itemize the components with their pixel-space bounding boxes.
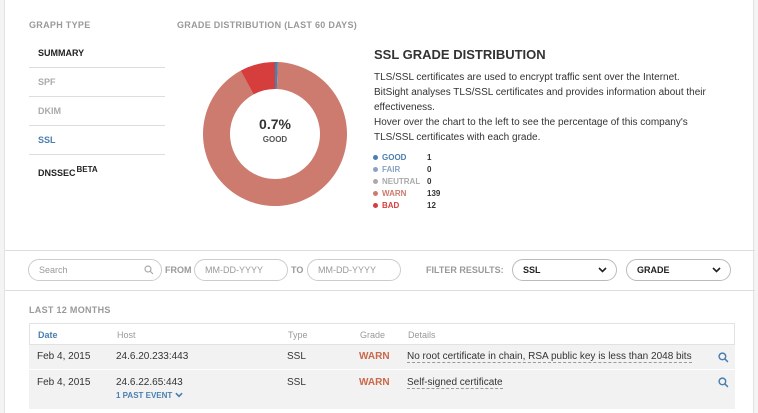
search-icon[interactable] [718, 377, 729, 388]
table-header: Date Host Type Grade Details [29, 323, 735, 345]
to-date-input[interactable]: MM-DD-YYYY [307, 259, 401, 281]
graph-type-dnssec[interactable]: DNSSECBETA [38, 165, 98, 178]
legend-name: NEUTRAL [382, 176, 421, 186]
legend-item-bad: BAD 12 [373, 199, 440, 211]
row-type: SSL [287, 351, 306, 362]
graph-type-label: GRAPH TYPE [29, 20, 91, 30]
from-label: FROM [165, 265, 192, 275]
type-filter-value: SSL [523, 265, 541, 275]
row-host: 24.6.20.233:443 [116, 351, 189, 362]
legend-count: 139 [427, 188, 441, 198]
graph-type-dkim[interactable]: DKIM [29, 97, 165, 126]
legend-item-neutral: NEUTRAL 0 [373, 175, 440, 187]
legend-count: 12 [427, 200, 436, 210]
graph-type-list: SUMMARY SPF DKIM SSL DNSSECBETA [29, 39, 165, 184]
row-grade: WARN [359, 351, 390, 362]
donut-center-label: GOOD [262, 135, 288, 144]
chevron-down-icon [174, 392, 183, 398]
search-icon [144, 265, 154, 275]
graph-type-ssl[interactable]: SSL [29, 126, 165, 155]
search-placeholder: Search [39, 265, 68, 275]
table-row[interactable]: Feb 4, 2015 24.6.22.65:443 1 PAST EVENT … [29, 370, 735, 410]
legend-name: BAD [382, 200, 400, 210]
legend-item-warn: WARN 139 [373, 187, 440, 199]
events-table: Date Host Type Grade Details Feb 4, 2015… [29, 323, 735, 410]
table-row[interactable]: Feb 4, 2015 24.6.20.233:443 SSL WARN No … [29, 345, 735, 370]
chevron-down-icon [598, 267, 607, 273]
donut-slice-warn[interactable] [203, 62, 347, 206]
row-details-text: Self-signed certificate [407, 377, 503, 389]
ssl-distribution-description: TLS/SSL certificates are used to encrypt… [374, 70, 714, 145]
dot-icon [373, 178, 378, 184]
grade-donut-chart[interactable] [198, 57, 352, 211]
row-details: Self-signed certificate [407, 377, 735, 409]
row-grade: WARN [359, 377, 390, 388]
ssl-panel: GRAPH TYPE SUMMARY SPF DKIM SSL DNSSECBE… [4, 0, 755, 413]
legend-name: GOOD [382, 152, 407, 162]
column-header-details: Details [408, 330, 436, 340]
row-host-cell: 24.6.22.65:443 1 PAST EVENT [116, 377, 287, 409]
row-type: SSL [287, 377, 306, 388]
column-header-host[interactable]: Host [117, 330, 136, 340]
to-placeholder: MM-DD-YYYY [318, 265, 376, 275]
dot-icon [373, 202, 378, 208]
legend-count: 1 [427, 152, 432, 162]
to-label: TO [291, 265, 304, 275]
row-details-text: No root certificate in chain, RSA public… [407, 351, 692, 363]
search-input[interactable]: Search [28, 259, 162, 281]
legend-count: 0 [427, 164, 432, 174]
legend-name: FAIR [382, 164, 401, 174]
legend-name: WARN [382, 188, 407, 198]
dot-icon [373, 166, 378, 172]
chevron-down-icon [712, 267, 721, 273]
grade-distribution-label: GRADE DISTRIBUTION (LAST 60 DAYS) [177, 20, 358, 30]
from-date-input[interactable]: MM-DD-YYYY [194, 259, 288, 281]
row-details: No root certificate in chain, RSA public… [407, 345, 735, 369]
dot-icon [373, 190, 378, 196]
column-header-date[interactable]: Date [38, 330, 58, 340]
legend-count: 0 [427, 176, 432, 186]
filter-results-label: FILTER RESULTS: [426, 265, 504, 275]
beta-badge: BETA [76, 165, 98, 174]
search-icon[interactable] [718, 352, 729, 363]
divider [5, 250, 755, 251]
donut-center-value: 0.7% [259, 116, 291, 132]
dot-icon [373, 154, 378, 160]
donut-slice-good[interactable] [275, 62, 278, 90]
grade-legend: GOOD 1 FAIR 0 NEUTRAL 0 WARN 139 BAD 12 [373, 151, 440, 211]
donut-center: 0.7% GOOD [229, 116, 321, 144]
legend-item-good: GOOD 1 [373, 151, 440, 163]
column-header-type[interactable]: Type [288, 330, 308, 340]
from-placeholder: MM-DD-YYYY [205, 265, 263, 275]
column-header-grade[interactable]: Grade [360, 330, 386, 340]
ssl-distribution-title: SSL GRADE DISTRIBUTION [374, 47, 546, 62]
type-filter-select[interactable]: SSL [512, 259, 617, 281]
divider [5, 290, 755, 291]
grade-filter-value: GRADE [637, 265, 670, 275]
legend-item-fair: FAIR 0 [373, 163, 440, 175]
period-label: LAST 12 MONTHS [29, 305, 111, 315]
graph-type-summary[interactable]: SUMMARY [29, 39, 165, 68]
grade-filter-select[interactable]: GRADE [626, 259, 731, 281]
description-paragraph-2: Hover over the chart to the left to see … [374, 117, 688, 143]
description-paragraph-1: TLS/SSL certificates are used to encrypt… [374, 72, 706, 113]
row-host: 24.6.22.65:443 [116, 377, 183, 388]
graph-type-spf[interactable]: SPF [29, 68, 165, 97]
past-event-toggle[interactable]: 1 PAST EVENT [116, 391, 287, 400]
row-date: Feb 4, 2015 [37, 351, 91, 362]
donut-slice-bad[interactable] [240, 62, 275, 95]
row-date: Feb 4, 2015 [37, 377, 91, 388]
